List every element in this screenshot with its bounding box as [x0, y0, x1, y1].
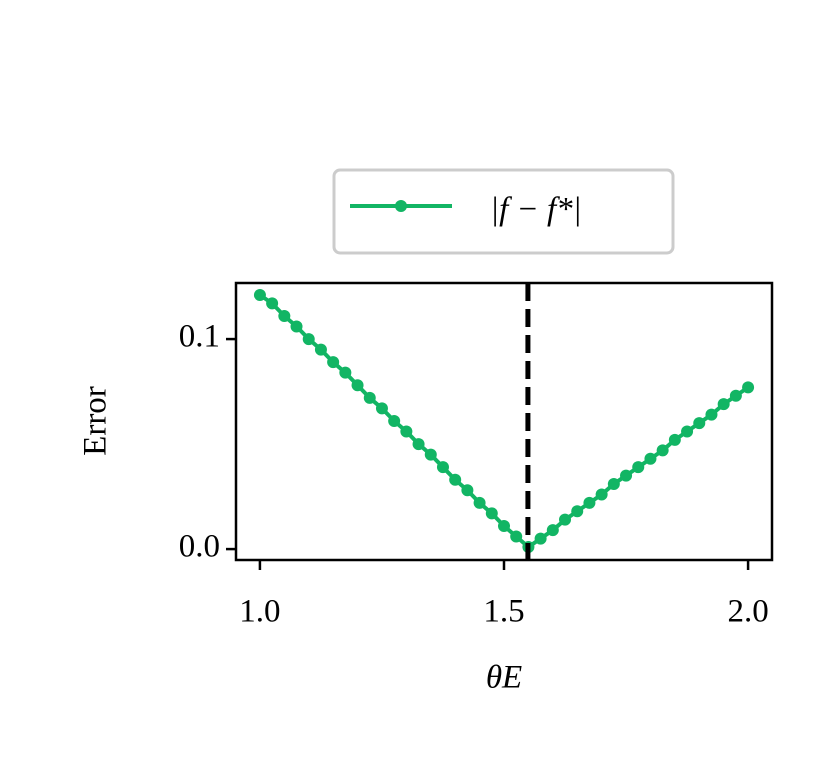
- data-point: [717, 398, 730, 411]
- data-point: [607, 477, 620, 490]
- x-tick-label: 2.0: [727, 594, 768, 630]
- data-point: [485, 507, 498, 520]
- legend-marker: [395, 200, 407, 212]
- data-point: [729, 389, 742, 402]
- data-point: [473, 496, 486, 509]
- data-point: [668, 433, 681, 446]
- data-point: [559, 513, 572, 526]
- data-point: [583, 496, 596, 509]
- data-point: [436, 461, 449, 474]
- data-point: [461, 484, 474, 497]
- data-point: [693, 417, 706, 430]
- data-point: [681, 425, 694, 438]
- data-point: [449, 473, 462, 486]
- data-point: [339, 366, 352, 379]
- data-point: [314, 343, 327, 356]
- data-point: [253, 288, 266, 301]
- legend-box: [332, 168, 675, 255]
- data-point: [266, 297, 279, 310]
- data-point: [302, 333, 315, 346]
- data-point: [388, 414, 401, 427]
- data-point: [278, 309, 291, 322]
- data-point: [534, 532, 547, 545]
- data-point: [424, 448, 437, 461]
- data-point: [705, 408, 718, 421]
- data-point: [595, 488, 608, 501]
- y-tick-label: 0.0: [179, 529, 220, 565]
- y-axis-label: Error: [78, 386, 114, 456]
- x-tick-label: 1.5: [483, 594, 524, 630]
- data-point: [510, 530, 523, 543]
- data-point: [290, 320, 303, 333]
- data-point: [498, 519, 510, 532]
- data-point: [546, 524, 559, 537]
- x-tick-label: 1.0: [239, 594, 280, 630]
- data-point: [400, 425, 413, 438]
- y-tick-label: 0.1: [179, 319, 220, 355]
- data-point: [620, 469, 633, 482]
- data-point: [327, 356, 340, 369]
- plot-frame: [234, 281, 774, 562]
- data-point: [656, 444, 669, 457]
- x-axis-label: θE: [486, 660, 522, 696]
- data-point: [412, 438, 425, 451]
- legend-label: |f − f*|: [490, 192, 582, 228]
- data-point: [742, 381, 755, 394]
- data-point: [644, 452, 657, 465]
- data-point: [351, 379, 364, 392]
- data-point: [632, 461, 645, 474]
- data-point: [363, 391, 376, 404]
- data-line: [258, 293, 750, 550]
- data-point: [571, 505, 584, 518]
- data-point: [375, 402, 388, 415]
